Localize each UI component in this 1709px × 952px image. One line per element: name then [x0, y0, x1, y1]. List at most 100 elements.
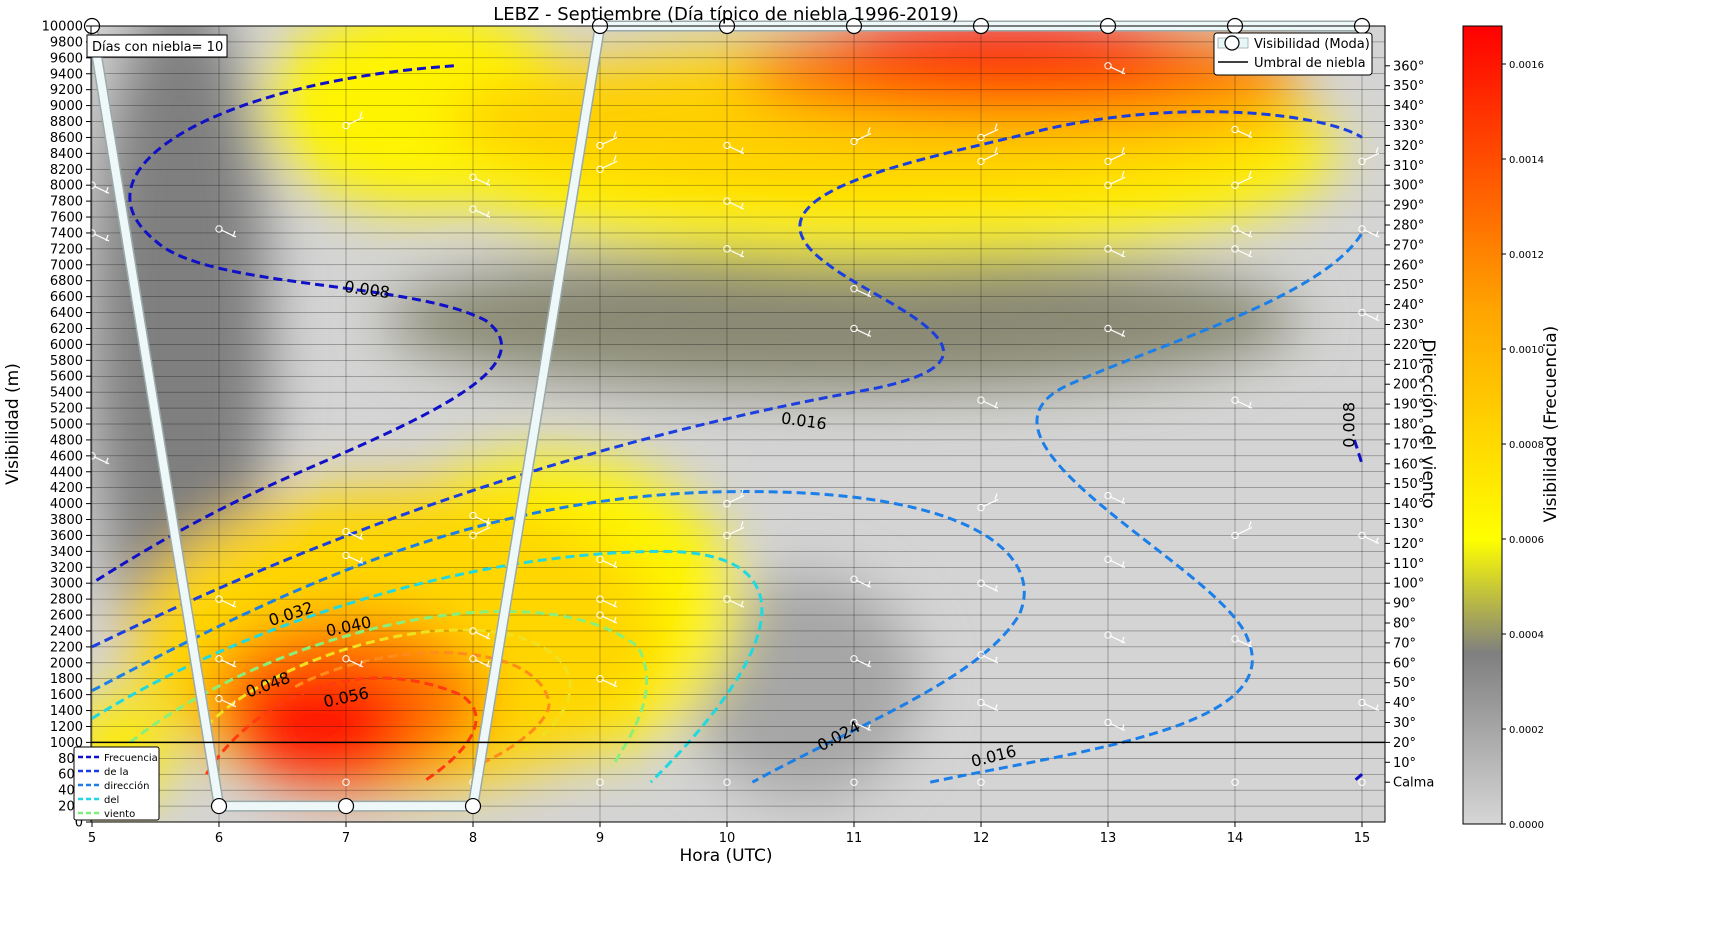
contour-legend-label: del	[104, 795, 119, 806]
barb-station	[977, 396, 985, 404]
y-tick-label: 2200	[50, 640, 83, 655]
barb-flag	[1121, 561, 1125, 568]
barb-flag	[613, 155, 617, 162]
barb-station	[596, 555, 604, 564]
x-tick-label: 12	[973, 831, 990, 846]
contour-legend-label: dirección	[104, 780, 149, 792]
y2-tick-label: 330°	[1393, 119, 1424, 134]
barb-station	[1104, 245, 1112, 253]
y-tick-label: 6000	[50, 338, 83, 353]
barb-flag	[867, 660, 871, 668]
barb-flag	[105, 187, 109, 194]
y-tick-label: 6200	[50, 322, 83, 337]
colorbar-tick-label: 0.0008	[1509, 440, 1544, 451]
barb-flag	[613, 616, 617, 624]
barb-flag	[232, 230, 236, 238]
colorbar-tick-label: 0.0016	[1509, 60, 1544, 71]
barb-flag	[1121, 147, 1125, 154]
barb-flag	[867, 290, 871, 297]
y2-tick-label: 160°	[1393, 457, 1424, 472]
barb-flag	[1375, 537, 1379, 544]
barb-flag	[359, 660, 363, 668]
y-tick-label: 8800	[50, 115, 83, 130]
y2-tick-label: 150°	[1393, 477, 1424, 492]
y-tick-label: 4600	[50, 449, 83, 464]
barb-station	[91, 181, 96, 189]
barb-station	[1231, 181, 1239, 189]
legend-entry-mode: Visibilidad (Moda)	[1254, 37, 1370, 52]
barb-station	[1231, 225, 1239, 233]
y2-tick-label: 210°	[1393, 358, 1424, 373]
barb-flag	[1248, 521, 1252, 528]
barb-station	[850, 575, 858, 583]
x-axis-label: Hora (UTC)	[680, 846, 773, 866]
y-tick-label: 1200	[50, 720, 83, 735]
barb-shaft	[855, 132, 872, 141]
contour-legend-label: de la	[104, 767, 129, 778]
barb-station	[977, 133, 985, 142]
y2-tick-label: 320°	[1393, 139, 1424, 154]
x-tick-label: 15	[1354, 831, 1371, 846]
y-tick-label: 5600	[50, 370, 83, 385]
y2-tick-label: Calma	[1393, 776, 1434, 791]
barb-station	[723, 245, 731, 253]
barb-flag	[359, 533, 363, 540]
y2-tick-label: 340°	[1393, 99, 1424, 114]
barb-station	[469, 627, 477, 635]
colorbar-label: Visibilidad (Frecuencia)	[1541, 326, 1561, 523]
barb-flag	[359, 111, 363, 118]
barb-flag	[1121, 250, 1125, 258]
y-tick-label: 8200	[50, 163, 83, 178]
y2-tick-label: 200°	[1393, 378, 1424, 393]
barb-flag	[105, 457, 109, 465]
barb-station	[1358, 698, 1366, 707]
barb-flag	[867, 127, 871, 134]
barb-station	[1358, 778, 1366, 786]
barb-station	[91, 452, 96, 460]
mode-marker	[464, 797, 482, 815]
x-tick-label: 5	[88, 831, 96, 846]
y-tick-label: 7800	[50, 195, 83, 210]
barb-station	[1104, 718, 1112, 727]
grid-lines	[91, 25, 1385, 823]
barb-station	[850, 137, 858, 146]
y-tick-label: 9000	[50, 99, 83, 114]
barb-flag	[994, 585, 998, 592]
contour-label: 0.008	[1339, 402, 1358, 448]
y2-tick-label: 290°	[1393, 199, 1424, 214]
fog-days-text: Días con niebla= 10	[92, 40, 223, 55]
barb-station	[1231, 635, 1239, 643]
y-tick-label: 5000	[50, 418, 83, 433]
legend-bottom-left: Frecuencia de la dirección del viento	[73, 746, 160, 821]
y-tick-label: 8000	[50, 179, 83, 194]
barb-flag	[1248, 230, 1252, 238]
y-tick-label: 4400	[50, 465, 83, 480]
barb-station	[469, 531, 477, 540]
barb-flag	[1248, 401, 1252, 409]
heat-blob	[384, 248, 1299, 393]
y2-tick-label: 40°	[1393, 696, 1416, 711]
contour-line	[91, 490, 1026, 784]
barb-station	[1231, 125, 1239, 134]
contour-line	[294, 651, 551, 768]
barb-station	[342, 121, 350, 130]
barb-shaft	[982, 499, 999, 508]
y2-tick-label: 230°	[1393, 318, 1424, 333]
barb-flag	[486, 210, 490, 218]
barb-flag	[994, 656, 998, 664]
barb-flag	[994, 123, 998, 130]
barb-station	[1104, 62, 1112, 70]
y-tick-label: 9800	[50, 35, 83, 50]
colorbar-tick-label: 0.0000	[1509, 820, 1544, 831]
contour-line	[129, 609, 649, 768]
x-axis: 5 6 7 8 9 10 11 12 13 14 15	[88, 822, 1370, 846]
y-tick-label: 7000	[50, 258, 83, 273]
colorbar: 0.0000 0.0002 0.0004 0.0006 0.0008 0.0010 0.00…	[1462, 25, 1544, 831]
y2-tick-label: 350°	[1393, 79, 1424, 94]
y-tick-label: 8600	[50, 131, 83, 146]
barb-flag	[486, 632, 490, 640]
legend-entry-threshold: Umbral de niebla	[1254, 56, 1366, 71]
barb-shaft	[1236, 526, 1253, 535]
barb-station	[723, 141, 731, 150]
